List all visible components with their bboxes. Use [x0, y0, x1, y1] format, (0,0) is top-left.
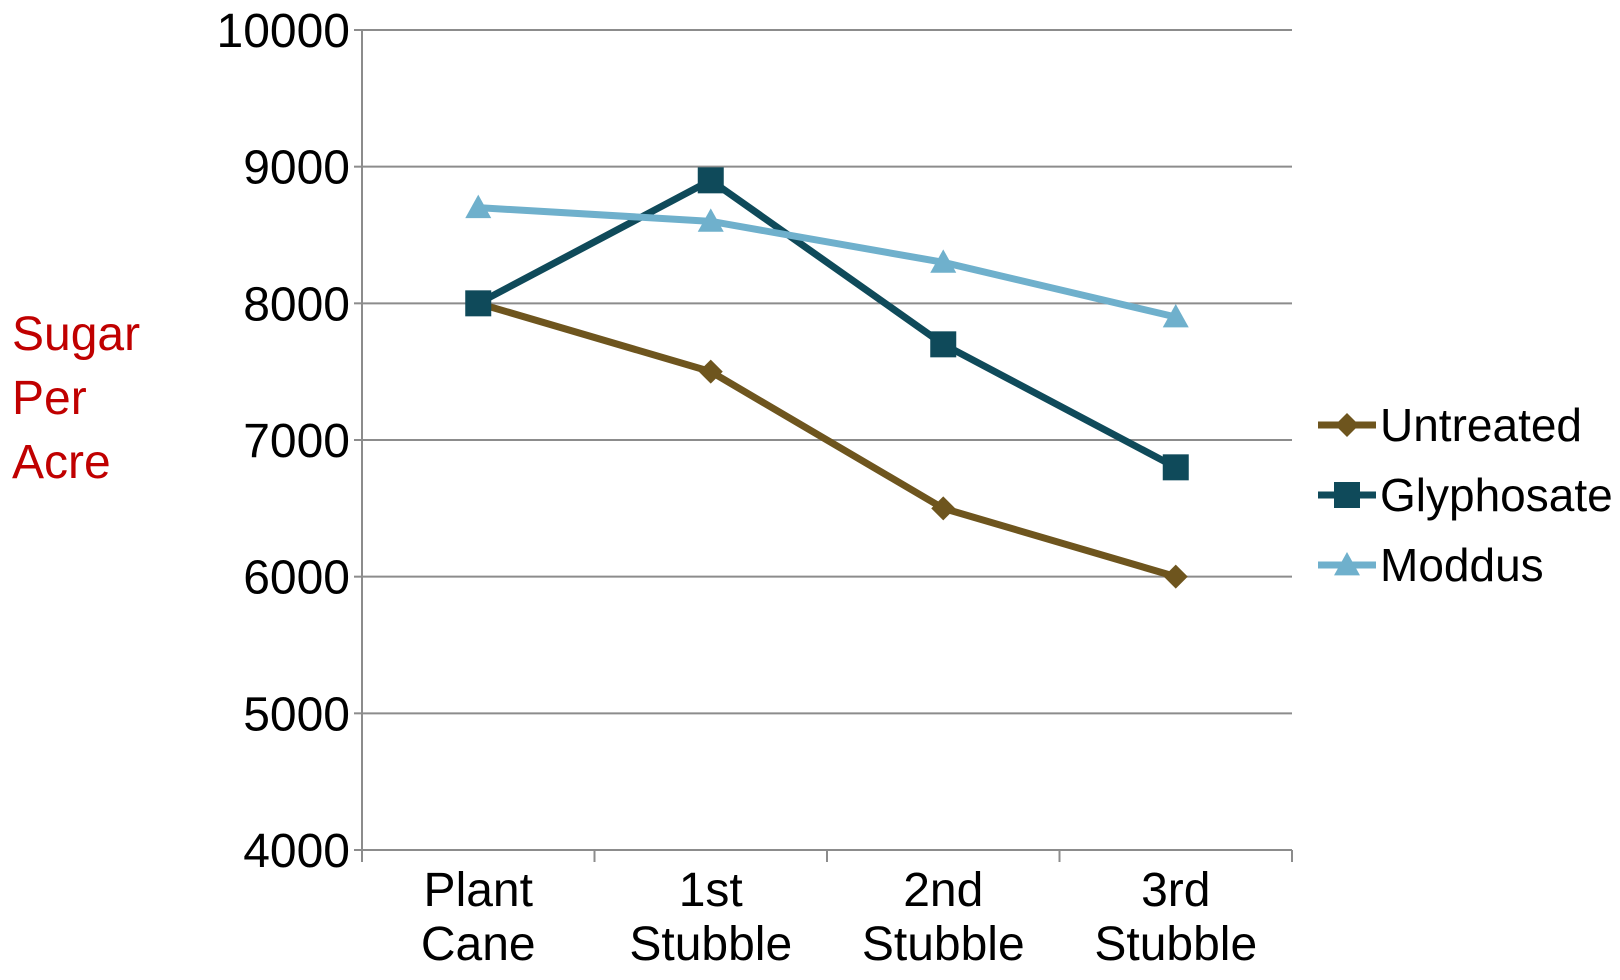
y-tick-label: 10000: [217, 5, 350, 58]
data-point-moddus: [697, 208, 724, 232]
data-point-moddus: [465, 194, 492, 219]
legend-item-untreated: Untreated: [1318, 399, 1582, 451]
x-tick-label: Plant Cane: [421, 864, 536, 971]
y-tick-label: 6000: [243, 552, 350, 605]
data-point-glyphosate: [465, 290, 492, 317]
legend-marker-glyphosate: [1334, 482, 1360, 508]
x-tick-label: 3rd Stubble: [1094, 864, 1257, 971]
axes: [354, 29, 1293, 862]
y-tick-label: 8000: [243, 278, 350, 331]
legend: Untreated Glyphosate Moddus: [1318, 399, 1613, 591]
y-tick-label: 7000: [243, 415, 350, 468]
legend-marker-untreated: [1335, 413, 1359, 437]
x-tick-label-line: 1st: [679, 864, 743, 917]
y-tick-label: 9000: [243, 142, 350, 195]
data-point-glyphosate: [930, 331, 957, 358]
series-line-glyphosate: [476, 176, 1178, 471]
data-point-untreated: [1163, 564, 1188, 589]
y-tick-label: 4000: [243, 825, 350, 878]
y-axis-ticks: 4000 5000 6000 7000 8000 9000 10000: [217, 5, 350, 878]
data-point-glyphosate: [697, 167, 724, 194]
x-tick-label-line: 2nd: [903, 864, 983, 917]
legend-item-glyphosate: Glyphosate: [1318, 469, 1613, 521]
x-tick-label: 1st Stubble: [629, 864, 792, 971]
x-tick-label-line: 3rd: [1141, 864, 1210, 917]
data-point-moddus: [1162, 304, 1189, 328]
data-point-glyphosate: [1162, 454, 1189, 481]
x-tick-label-line: Plant: [424, 864, 533, 917]
data-point-moddus: [930, 249, 957, 273]
legend-label-untreated: Untreated: [1380, 399, 1582, 451]
x-tick-label-line: Cane: [421, 918, 536, 971]
data-point-untreated: [931, 496, 956, 521]
y-axis-label-line: Acre: [12, 436, 111, 489]
series-line-moddus: [478, 204, 1177, 321]
legend-item-moddus: Moddus: [1318, 539, 1544, 591]
x-tick-label-line: Stubble: [862, 918, 1025, 971]
series-moddus: [465, 194, 1189, 328]
legend-label-glyphosate: Glyphosate: [1380, 469, 1613, 521]
y-axis-label-line: Per: [12, 372, 87, 425]
y-tick-label: 5000: [243, 688, 350, 741]
series-line-untreated: [477, 299, 1177, 581]
legend-label-moddus: Moddus: [1380, 539, 1544, 591]
series-glyphosate: [465, 167, 1189, 481]
gridlines: [362, 29, 1292, 715]
x-tick-label-line: Stubble: [1094, 918, 1257, 971]
data-point-untreated: [698, 359, 723, 384]
x-tick-label: 2nd Stubble: [862, 864, 1025, 971]
y-axis-label-line: Sugar: [12, 308, 140, 361]
y-axis-label: Sugar Per Acre: [12, 308, 140, 489]
legend-marker-moddus: [1334, 552, 1360, 576]
series-group: [465, 167, 1189, 589]
x-tick-label-line: Stubble: [629, 918, 792, 971]
